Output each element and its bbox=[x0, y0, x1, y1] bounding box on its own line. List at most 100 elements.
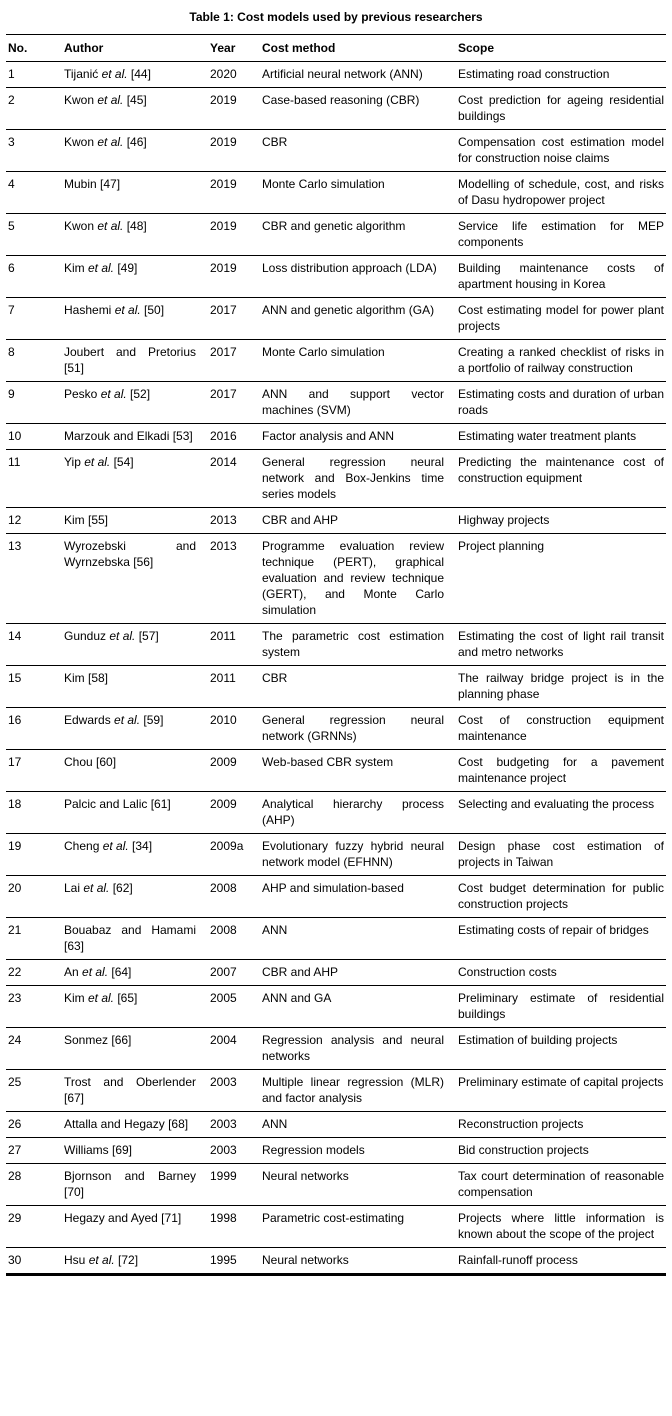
cell-method: Web-based CBR system bbox=[260, 749, 456, 792]
cell-scope: Estimating the cost of light rail transi… bbox=[456, 623, 666, 666]
cell-no: 4 bbox=[6, 171, 62, 214]
cell-author: Sonmez [66] bbox=[62, 1027, 208, 1070]
cell-year: 2011 bbox=[208, 623, 260, 666]
table-row: 23 Kim et al. [65] 2005 ANN and GA Preli… bbox=[6, 985, 666, 1028]
cell-method: ANN and genetic algorithm (GA) bbox=[260, 297, 456, 340]
table-row: 24 Sonmez [66] 2004 Regression analysis … bbox=[6, 1027, 666, 1070]
cell-method: The parametric cost estimation system bbox=[260, 623, 456, 666]
table-row: 27 Williams [69] 2003 Regression models … bbox=[6, 1137, 666, 1164]
header-scope: Scope bbox=[456, 34, 666, 62]
cell-year: 1999 bbox=[208, 1163, 260, 1206]
cell-method: ANN and support vector machines (SVM) bbox=[260, 381, 456, 424]
cell-author: Tijanić et al. [44] bbox=[62, 61, 208, 88]
table-row: 4 Mubin [47] 2019 Monte Carlo simulation… bbox=[6, 171, 666, 214]
table-row: 7 Hashemi et al. [50] 2017 ANN and genet… bbox=[6, 297, 666, 340]
cell-scope: Estimating costs of repair of bridges bbox=[456, 917, 666, 960]
table-row: 11 Yip et al. [54] 2014 General regressi… bbox=[6, 449, 666, 508]
cell-method: Neural networks bbox=[260, 1163, 456, 1206]
cell-author: Kim [55] bbox=[62, 507, 208, 534]
table-row: 10 Marzouk and Elkadi [53] 2016 Factor a… bbox=[6, 423, 666, 450]
cell-method: ANN bbox=[260, 1111, 456, 1138]
cell-method: Loss distribution approach (LDA) bbox=[260, 255, 456, 298]
table-row: 30 Hsu et al. [72] 1995 Neural networks … bbox=[6, 1247, 666, 1275]
table-row: 6 Kim et al. [49] 2019 Loss distribution… bbox=[6, 255, 666, 298]
cell-author: Kim et al. [49] bbox=[62, 255, 208, 298]
cell-year: 2003 bbox=[208, 1111, 260, 1138]
table-row: 3 Kwon et al. [46] 2019 CBR Compensation… bbox=[6, 129, 666, 172]
cell-year: 2017 bbox=[208, 339, 260, 382]
cell-method: Neural networks bbox=[260, 1247, 456, 1275]
cell-method: Monte Carlo simulation bbox=[260, 339, 456, 382]
cell-method: Parametric cost-estimating bbox=[260, 1205, 456, 1248]
cell-method: Evolutionary fuzzy hybrid neural network… bbox=[260, 833, 456, 876]
table-row: 22 An et al. [64] 2007 CBR and AHP Const… bbox=[6, 959, 666, 986]
header-year: Year bbox=[208, 34, 260, 62]
cell-year: 2014 bbox=[208, 449, 260, 508]
cell-no: 30 bbox=[6, 1247, 62, 1275]
cell-no: 22 bbox=[6, 959, 62, 986]
cell-scope: Construction costs bbox=[456, 959, 666, 986]
table-row: 8 Joubert and Pretorius [51] 2017 Monte … bbox=[6, 339, 666, 382]
cell-method: Regression analysis and neural networks bbox=[260, 1027, 456, 1070]
cell-year: 2011 bbox=[208, 665, 260, 708]
table-row: 29 Hegazy and Ayed [71] 1998 Parametric … bbox=[6, 1205, 666, 1248]
cell-year: 2013 bbox=[208, 533, 260, 624]
cell-no: 7 bbox=[6, 297, 62, 340]
cell-year: 2005 bbox=[208, 985, 260, 1028]
cell-method: Case-based reasoning (CBR) bbox=[260, 87, 456, 130]
cell-no: 12 bbox=[6, 507, 62, 534]
cell-method: Artificial neural network (ANN) bbox=[260, 61, 456, 88]
table-row: 14 Gunduz et al. [57] 2011 The parametri… bbox=[6, 623, 666, 666]
table-row: 16 Edwards et al. [59] 2010 General regr… bbox=[6, 707, 666, 750]
cell-method: Regression models bbox=[260, 1137, 456, 1164]
cell-author: Hsu et al. [72] bbox=[62, 1247, 208, 1275]
cell-scope: Tax court determination of reasonable co… bbox=[456, 1163, 666, 1206]
cell-no: 17 bbox=[6, 749, 62, 792]
cell-no: 21 bbox=[6, 917, 62, 960]
cell-no: 27 bbox=[6, 1137, 62, 1164]
table-caption: Table 1: Cost models used by previous re… bbox=[189, 10, 483, 24]
cell-author: Chou [60] bbox=[62, 749, 208, 792]
cell-author: Mubin [47] bbox=[62, 171, 208, 214]
cell-no: 24 bbox=[6, 1027, 62, 1070]
table-row: 9 Pesko et al. [52] 2017 ANN and support… bbox=[6, 381, 666, 424]
cell-scope: Cost budget determination for public con… bbox=[456, 875, 666, 918]
cell-scope: Design phase cost estimation of projects… bbox=[456, 833, 666, 876]
table-row: 12 Kim [55] 2013 CBR and AHP Highway pro… bbox=[6, 507, 666, 534]
cell-author: Palcic and Lalic [61] bbox=[62, 791, 208, 834]
cell-scope: Service life estimation for MEP componen… bbox=[456, 213, 666, 256]
cell-method: Multiple linear regression (MLR) and fac… bbox=[260, 1069, 456, 1112]
cell-year: 2003 bbox=[208, 1137, 260, 1164]
cell-scope: Cost prediction for ageing residential b… bbox=[456, 87, 666, 130]
header-no: No. bbox=[6, 34, 62, 62]
cell-scope: Cost estimating model for power plant pr… bbox=[456, 297, 666, 340]
cell-scope: Estimating road construction bbox=[456, 61, 666, 88]
cell-year: 1998 bbox=[208, 1205, 260, 1248]
cell-author: Edwards et al. [59] bbox=[62, 707, 208, 750]
cell-scope: Reconstruction projects bbox=[456, 1111, 666, 1138]
cell-scope: Preliminary estimate of residential buil… bbox=[456, 985, 666, 1028]
cell-year: 2003 bbox=[208, 1069, 260, 1112]
cell-no: 14 bbox=[6, 623, 62, 666]
cell-method: Programme evaluation review technique (P… bbox=[260, 533, 456, 624]
cell-year: 2009a bbox=[208, 833, 260, 876]
cell-author: Gunduz et al. [57] bbox=[62, 623, 208, 666]
cell-author: Trost and Oberlender [67] bbox=[62, 1069, 208, 1112]
cell-year: 2019 bbox=[208, 213, 260, 256]
table-row: 19 Cheng et al. [34] 2009a Evolutionary … bbox=[6, 833, 666, 876]
cell-no: 28 bbox=[6, 1163, 62, 1206]
cell-method: General regression neural network (GRNNs… bbox=[260, 707, 456, 750]
cell-no: 11 bbox=[6, 449, 62, 508]
cell-scope: Compensation cost estimation model for c… bbox=[456, 129, 666, 172]
cell-scope: Highway projects bbox=[456, 507, 666, 534]
cell-year: 2020 bbox=[208, 61, 260, 88]
cell-no: 20 bbox=[6, 875, 62, 918]
cell-no: 10 bbox=[6, 423, 62, 450]
table-row: 21 Bouabaz and Hamami [63] 2008 ANN Esti… bbox=[6, 917, 666, 960]
table-row: 13 Wyrozebski and Wyrnzebska [56] 2013 P… bbox=[6, 533, 666, 624]
cell-method: ANN and GA bbox=[260, 985, 456, 1028]
cell-method: General regression neural network and Bo… bbox=[260, 449, 456, 508]
cell-year: 1995 bbox=[208, 1247, 260, 1275]
cell-method: CBR bbox=[260, 129, 456, 172]
cell-no: 6 bbox=[6, 255, 62, 298]
